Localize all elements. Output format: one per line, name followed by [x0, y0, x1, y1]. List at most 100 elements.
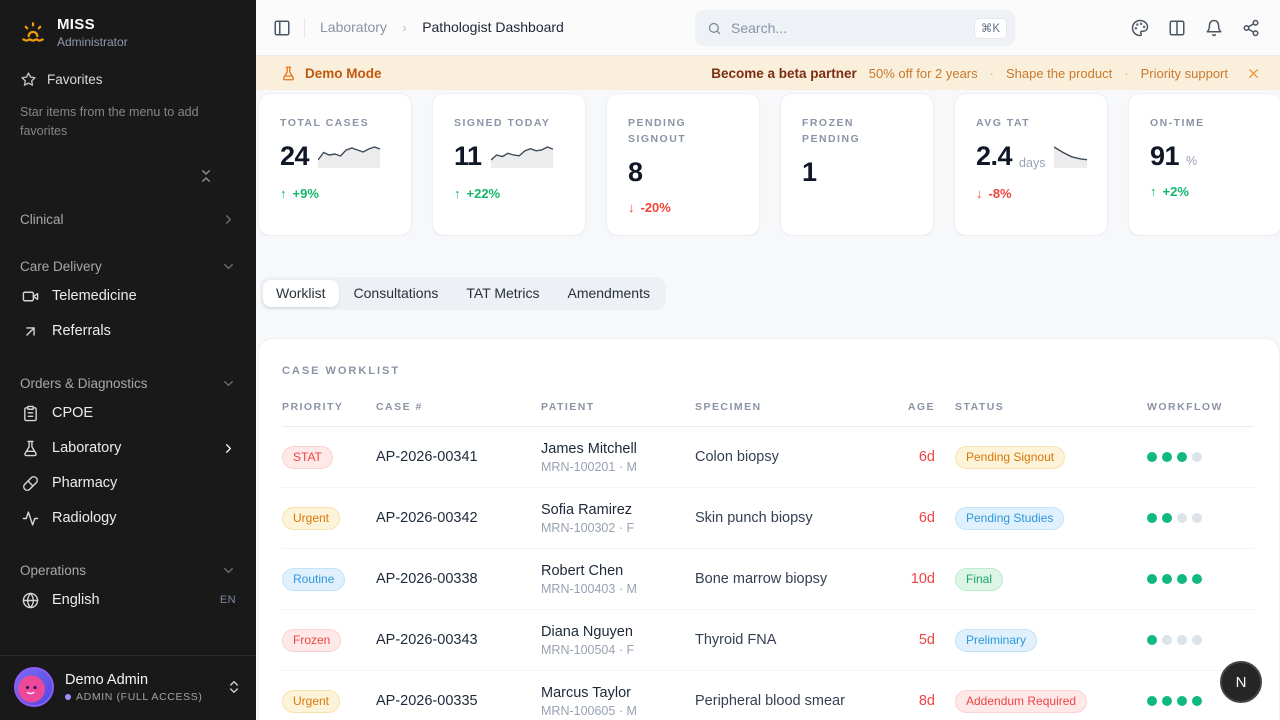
- search-placeholder: Search...: [731, 20, 788, 36]
- case-number-cell: AP-2026-00342: [376, 510, 478, 526]
- priority-badge: Urgent: [282, 689, 341, 713]
- stats-row: TOTAL CASES 24 ↑ +9% SIGNED TODAY 11 ↑ +22% PEND…: [256, 90, 1280, 236]
- pill-icon: [22, 475, 39, 492]
- breadcrumb-separator: ›: [402, 19, 407, 35]
- stat-delta-value: -20%: [640, 200, 671, 216]
- workflow-progress: [1147, 452, 1254, 462]
- banner-perk[interactable]: 50% off for 2 years: [868, 65, 978, 81]
- stat-value-row: 1: [802, 158, 913, 188]
- specimen-cell: Colon biopsy: [695, 449, 779, 465]
- banner-perk[interactable]: Priority support: [1140, 65, 1228, 81]
- age-cell: 8d: [918, 693, 935, 709]
- table-row[interactable]: Frozen AP-2026-00343 Diana Nguyen MRN-10050…: [282, 610, 1254, 671]
- layout-columns-icon[interactable]: [1168, 19, 1186, 37]
- banner-perk[interactable]: Shape the product: [1005, 65, 1113, 81]
- stat-label: SIGNED TODAY: [454, 117, 551, 129]
- sidebar-item-pharmacy[interactable]: Pharmacy: [0, 467, 256, 500]
- stat-label: PENDING SIGNOUT: [628, 117, 687, 145]
- notifications-bell-icon[interactable]: [1205, 19, 1223, 37]
- app-subtitle: Administrator: [57, 35, 128, 49]
- patient-mrn: MRN-100605 · M: [541, 704, 637, 719]
- column-header-status: STATUS: [955, 401, 1005, 413]
- patient-cell: Robert Chen MRN-100403 · M: [541, 562, 695, 596]
- tab-consultations[interactable]: Consultations: [353, 285, 439, 301]
- sidebar-section-header-care-delivery[interactable]: Care Delivery: [0, 255, 256, 278]
- app-title-block: MISS Administrator: [57, 16, 128, 49]
- sidebar-section-orders-diagnostics: Orders & Diagnostics CPOE Laboratory Pharma…: [0, 372, 256, 535]
- sidebar-item-label: Radiology: [52, 510, 117, 527]
- workflow-dot-done: [1192, 696, 1202, 706]
- sidebar-toggle-icon[interactable]: [273, 19, 291, 37]
- table-row[interactable]: STAT AP-2026-00341 James Mitchell MRN-10020…: [282, 427, 1254, 488]
- arrow-down-icon: ↓: [976, 185, 983, 201]
- stat-value: 1: [802, 157, 817, 187]
- status-cell: Pending Studies: [955, 506, 1147, 530]
- sidebar-item-label: Laboratory: [52, 440, 122, 457]
- stat-value-row: 24: [280, 142, 391, 173]
- arrow-up-icon: ↑: [454, 185, 461, 201]
- status-cell: Pending Signout: [955, 445, 1147, 469]
- search-input[interactable]: Search... ⌘K: [695, 10, 1015, 46]
- chevron-down-icon: [221, 259, 236, 274]
- beta-partner-link[interactable]: Become a beta partner: [711, 65, 857, 81]
- patient-name: Sofia Ramirez: [541, 501, 633, 518]
- workflow-dot-pending: [1177, 635, 1187, 645]
- stat-value: 2.4: [976, 141, 1013, 172]
- sidebar-section-operations: Operations English EN: [0, 559, 256, 617]
- workflow-dot-done: [1162, 696, 1172, 706]
- sidebar-item-telemedicine[interactable]: Telemedicine: [0, 280, 256, 313]
- sidebar-item-label: Pharmacy: [52, 475, 118, 492]
- stat-value: 11: [454, 141, 482, 172]
- close-banner-icon[interactable]: [1246, 66, 1261, 81]
- app-header: MISS Administrator: [0, 0, 256, 57]
- sidebar-section-label: Clinical: [20, 211, 64, 227]
- workflow-dot-done: [1147, 696, 1157, 706]
- table-row[interactable]: Urgent AP-2026-00335 Marcus Taylor MRN-1006…: [282, 671, 1254, 720]
- sidebar-section-header-clinical[interactable]: Clinical: [0, 208, 256, 231]
- stat-value-row: 8: [628, 158, 739, 188]
- perk-separator: ·: [1124, 65, 1129, 81]
- workflow-dot-done: [1177, 696, 1187, 706]
- stat-unit: days: [1019, 155, 1046, 170]
- floating-action-button[interactable]: N: [1220, 661, 1262, 703]
- patient-name: Diana Nguyen: [541, 623, 633, 640]
- collapse-favorites-icon[interactable]: [198, 168, 214, 184]
- sidebar-section-clinical: Clinical: [0, 208, 256, 231]
- stat-card-signed-today: SIGNED TODAY 11 ↑ +22%: [432, 93, 586, 236]
- stat-label: ON-TIME: [1150, 117, 1205, 129]
- sidebar-item-laboratory[interactable]: Laboratory: [0, 432, 256, 465]
- chevrons-up-down-icon: [226, 679, 242, 695]
- sparkline: [1054, 142, 1087, 173]
- sidebar: MISS Administrator Favorites Star items …: [0, 0, 256, 720]
- sidebar-section-header-operations[interactable]: Operations: [0, 559, 256, 582]
- sidebar-item-referrals[interactable]: Referrals: [0, 315, 256, 348]
- patient-mrn: MRN-100302 · F: [541, 521, 635, 536]
- tab-amendments[interactable]: Amendments: [567, 285, 650, 301]
- column-header-age: AGE: [907, 401, 935, 413]
- stat-label: AVG TAT: [976, 117, 1031, 129]
- table-row[interactable]: Urgent AP-2026-00342 Sofia Ramirez MRN-1003…: [282, 488, 1254, 549]
- priority-cell: Routine: [282, 567, 376, 591]
- topbar-divider: [304, 17, 305, 38]
- stat-delta: ↑ +9%: [280, 186, 391, 201]
- sidebar-item-radiology[interactable]: Radiology: [0, 502, 256, 535]
- user-menu[interactable]: Demo Admin ADMIN (FULL ACCESS): [0, 655, 256, 720]
- status-badge: Pending Signout: [955, 445, 1066, 469]
- stat-delta: ↑ +2%: [1150, 184, 1261, 199]
- sidebar-item-english[interactable]: English EN: [0, 584, 256, 617]
- favorites-header: Favorites: [20, 71, 236, 88]
- theme-palette-icon[interactable]: [1131, 19, 1149, 37]
- case-number-cell: AP-2026-00341: [376, 449, 478, 465]
- workflow-dot-pending: [1192, 513, 1202, 523]
- table-row[interactable]: Routine AP-2026-00338 Robert Chen MRN-10040…: [282, 549, 1254, 610]
- sidebar-item-cpoe[interactable]: CPOE: [0, 397, 256, 430]
- sidebar-section-header-orders-diagnostics[interactable]: Orders & Diagnostics: [0, 372, 256, 395]
- main-content: Laboratory › Pathologist Dashboard Searc…: [256, 0, 1280, 720]
- patient-cell: James Mitchell MRN-100201 · M: [541, 440, 695, 474]
- age-cell: 5d: [918, 632, 935, 648]
- breadcrumb-parent[interactable]: Laboratory: [320, 18, 387, 35]
- stat-card-avg-tat: AVG TAT 2.4 days ↓ -8%: [954, 93, 1108, 236]
- share-icon[interactable]: [1242, 19, 1260, 37]
- tab-worklist[interactable]: Worklist: [263, 280, 339, 307]
- tab-tat-metrics[interactable]: TAT Metrics: [466, 285, 540, 301]
